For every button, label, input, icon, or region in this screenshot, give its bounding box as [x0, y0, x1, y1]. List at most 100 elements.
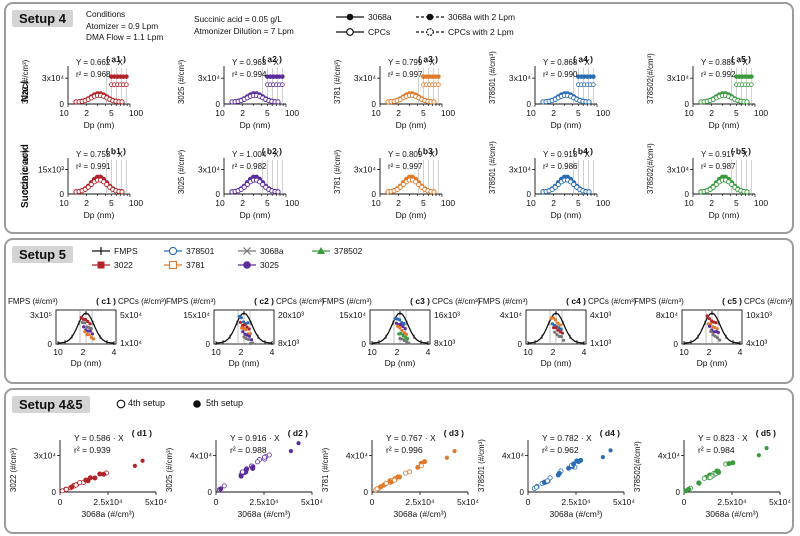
c1-cpc-point-2-0 — [82, 325, 86, 329]
b3-point-1-15 — [431, 189, 437, 195]
c4-left-axis-label: FMPS (#/cm³) — [478, 297, 528, 306]
c5-cpc-point-1-4 — [715, 327, 719, 331]
c2-cpc-point-0-2 — [242, 320, 246, 324]
a2-equation: Y = 0.963 · X — [232, 58, 279, 67]
c5-panel-label: ( c5 ) — [722, 296, 742, 306]
b4-point-1-10 — [571, 181, 577, 188]
d5-r2: r² = 0.984 — [698, 445, 735, 455]
c2-left-tick: 15x10⁴ — [183, 310, 210, 320]
c4-cpc-point-1-4 — [559, 327, 563, 331]
b1-point-1-5 — [88, 181, 94, 188]
setup5-panel: Setup 5 FMPS 3022 378501 3781 3068a 3025… — [4, 238, 794, 384]
legend-4th-marker — [116, 399, 126, 409]
conditions-block-2: Succinic acid = 0.05 g/L Atmonizer Dilut… — [194, 14, 294, 37]
b1-r2: r² = 0.991 — [76, 162, 111, 171]
c4-xtick-label-0: 10 — [523, 347, 533, 357]
c3-right-tick-bottom: 8x10³ — [434, 338, 455, 348]
c5-right-axis-label: CPCs (#/cm³) — [744, 297, 793, 306]
c2-cpc-point-0-1 — [239, 316, 243, 320]
d2-r2: r² = 0.988 — [230, 445, 267, 455]
c5-cpc-point-3-4 — [718, 338, 722, 342]
b2-xtick-label-1: 2 — [240, 198, 245, 208]
d3-point-6 — [383, 480, 389, 486]
d1-yzero-label: 0 — [52, 488, 57, 497]
a2-xtick-label-0: 10 — [215, 108, 225, 118]
c4-cpc-point-2-1 — [554, 326, 558, 330]
d1-xlabel: 3068a (#/cm³) — [82, 509, 135, 519]
b3-xlabel: Dp (nm) — [396, 210, 427, 220]
b3-r2: r² = 0.997 — [388, 162, 423, 171]
legend-378501: 378501 — [186, 246, 215, 256]
setup45-panel: Setup 4&5 4th setup 5th setup — [4, 388, 794, 534]
setup4-title: Setup 4 — [12, 10, 73, 27]
d3-panel-label: ( d3 ) — [444, 428, 464, 438]
d5-point-21 — [716, 469, 722, 475]
b5-point-1-5 — [713, 181, 719, 188]
b3-yzero-label: 0 — [372, 190, 377, 199]
a4-xtick-label-0: 10 — [526, 108, 536, 118]
legend-fmps: FMPS — [114, 246, 138, 256]
b3-panel-label: ( b3 ) — [418, 146, 438, 156]
d2-panel-label: ( d2 ) — [288, 428, 308, 438]
c5-left-axis-label: FMPS (#/cm³) — [634, 297, 684, 306]
chart-d5: ( d5 ) Y = 0.823 · X r² = 0.984 4x10⁴ 0 37850… — [633, 428, 791, 519]
b5-panel-label: ( b5 ) — [731, 146, 751, 156]
chart-c3: ( c3 ) FMPS (#/cm³) CPCs (#/cm³) 15x10⁴ 0 16x… — [322, 296, 481, 368]
setup5-charts: ( c1 )FMPS (#/cm³) CPCs (#/cm³)3x10⁵05x10… — [8, 296, 793, 368]
chart-a2: 3x10⁴ 0 3025 (#/cm³) 10 2 5 100 Dp (nm) Y = 0.96… — [177, 54, 299, 130]
d4-point-20 — [533, 484, 539, 490]
b2-equation: Y = 1.004 · X — [232, 150, 279, 159]
b1-xtick-label-0: 10 — [59, 198, 69, 208]
b4-ylabel: 378501 (#/cm³) — [488, 141, 497, 194]
legend-marker-cpcs-2lpm — [426, 28, 434, 36]
chart-a4: 3x10⁴ 0 378501 (#/cm³) 10 2 5 100 Dp (nm) Y = 0.… — [488, 51, 610, 130]
d3-r2: r² = 0.996 — [386, 445, 423, 455]
a2-point-1-15 — [275, 99, 281, 105]
chart-d1: ( d1 ) Y = 0.586 · X r² = 0.939 3x10⁴ 0 3022 … — [9, 428, 167, 519]
d4-ytick-label: 4x10⁴ — [502, 451, 524, 461]
b3-xtick-label-3: 100 — [441, 198, 455, 208]
d3-equation: Y = 0.767 · X — [386, 433, 436, 443]
c5-xtick-label-2: 4 — [738, 347, 743, 357]
d5-point-10 — [701, 475, 707, 481]
c4-xlabel: Dp (nm) — [541, 358, 572, 368]
d4-yzero-label: 0 — [520, 488, 525, 497]
a1-ylabel: 3022 (#/cm³) — [21, 59, 30, 104]
a5-panel-label: ( a5 ) — [731, 54, 751, 64]
b4-r2: r² = 0.986 — [543, 162, 578, 171]
a1-xlabel: Dp (nm) — [84, 120, 115, 130]
b1-xtick-label-1: 2 — [84, 198, 89, 208]
d2-point-16 — [255, 459, 261, 465]
d2-yzero-label: 0 — [208, 488, 213, 497]
a4-xtick-label-2: 5 — [576, 108, 581, 118]
b5-r2: r² = 0.987 — [701, 162, 736, 171]
d3-xtick-label-1: 2.5x10⁴ — [405, 497, 435, 507]
legend-5th-marker — [193, 400, 201, 408]
c3-cpc-point-3-1 — [399, 331, 403, 336]
a4-point-1-15 — [586, 99, 592, 105]
a5-xtick-label-1: 2 — [709, 108, 714, 118]
legend-label-cpcs: CPCs — [368, 27, 391, 37]
b5-point-1-10 — [729, 181, 735, 188]
a5-equation: Y = 0.885 · X — [701, 58, 748, 67]
c1-xtick-label-2: 4 — [112, 347, 117, 357]
d3-point-0 — [407, 469, 413, 475]
d1-xtick-label-2: 5x10⁴ — [145, 497, 167, 507]
b5-xtick-label-3: 100 — [754, 198, 768, 208]
setup5-legend-marker-5 — [243, 261, 251, 269]
b3-ytick-label: 3x10⁴ — [354, 165, 376, 175]
d3-far-point-1 — [452, 449, 457, 454]
c2-cpc-point-1-2 — [243, 323, 247, 327]
c3-cpc-point-2-1 — [398, 326, 402, 330]
b1-ylabel: 3022 (#/cm³) — [21, 149, 30, 194]
c5-cpc-point-1-0 — [706, 322, 711, 326]
c3-cpc-point-4-4 — [407, 341, 411, 345]
a3-xtick-label-1: 2 — [396, 108, 401, 118]
c1-panel-label: ( c1 ) — [96, 296, 116, 306]
chart-b1: 15x10³ 0 3022 (#/cm³) 10 2 5 100 Dp (nm) Y = 0.7… — [21, 146, 143, 220]
d2-point-20 — [240, 469, 246, 475]
b2-ylabel: 3025 (#/cm³) — [177, 149, 186, 194]
d3-point-21 — [378, 484, 384, 490]
a4-ylabel: 378501 (#/cm³) — [488, 51, 497, 104]
b1-xtick-label-2: 5 — [109, 198, 114, 208]
